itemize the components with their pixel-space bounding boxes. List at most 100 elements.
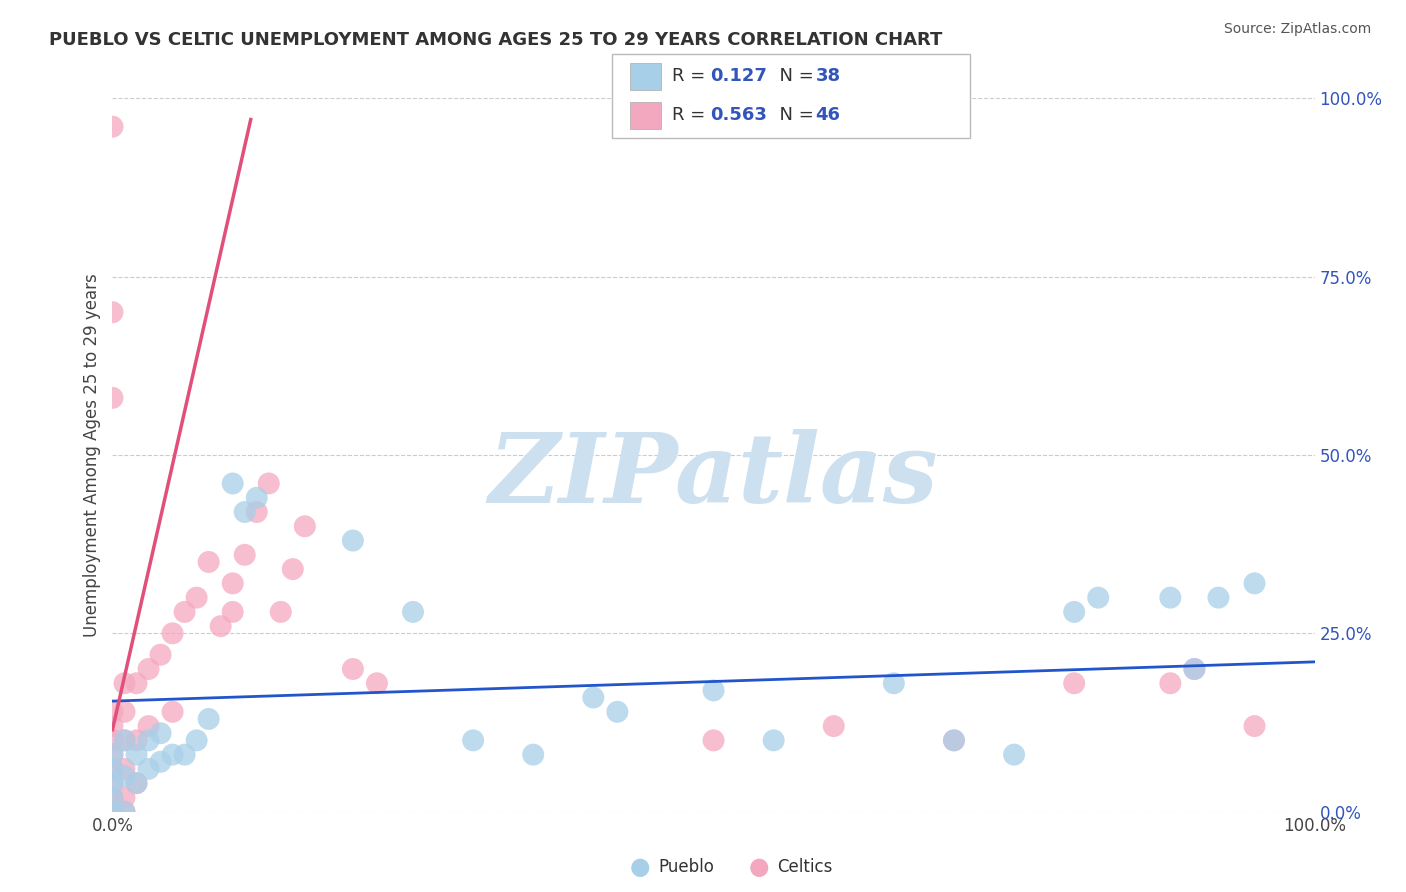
Point — [197, 712, 219, 726]
Point — [101, 762, 124, 776]
Point — [702, 733, 725, 747]
Point — [101, 733, 124, 747]
Point — [1184, 662, 1206, 676]
Text: ●: ● — [630, 855, 650, 879]
Point — [101, 776, 124, 790]
Point — [101, 790, 124, 805]
Point — [222, 576, 245, 591]
Point — [114, 805, 136, 819]
Point — [101, 305, 124, 319]
Point — [149, 726, 172, 740]
Text: Source: ZipAtlas.com: Source: ZipAtlas.com — [1223, 22, 1371, 37]
Point — [209, 619, 232, 633]
Point — [149, 648, 172, 662]
Point — [125, 776, 148, 790]
Point — [162, 705, 184, 719]
Text: 0.563: 0.563 — [710, 106, 766, 124]
Point — [1243, 719, 1265, 733]
Point — [101, 776, 124, 790]
Text: Pueblo: Pueblo — [658, 858, 714, 876]
Point — [222, 605, 245, 619]
Point — [233, 505, 256, 519]
Point — [402, 605, 425, 619]
Point — [114, 733, 136, 747]
Text: 0.127: 0.127 — [710, 68, 766, 86]
Y-axis label: Unemployment Among Ages 25 to 29 years: Unemployment Among Ages 25 to 29 years — [83, 273, 101, 637]
Point — [173, 747, 195, 762]
Point — [1159, 591, 1181, 605]
Point — [582, 690, 605, 705]
Text: R =: R = — [672, 106, 711, 124]
Point — [1243, 576, 1265, 591]
Point — [762, 733, 785, 747]
Point — [1063, 676, 1085, 690]
Point — [138, 719, 160, 733]
Point — [101, 790, 124, 805]
Point — [125, 733, 148, 747]
Point — [942, 733, 965, 747]
Text: 38: 38 — [815, 68, 841, 86]
Point — [114, 733, 136, 747]
Point — [138, 762, 160, 776]
Point — [233, 548, 256, 562]
Point — [101, 719, 124, 733]
Point — [138, 733, 160, 747]
Text: N =: N = — [768, 68, 820, 86]
Point — [101, 705, 124, 719]
Point — [149, 755, 172, 769]
Point — [186, 733, 208, 747]
Point — [1002, 747, 1025, 762]
Point — [257, 476, 280, 491]
Point — [702, 683, 725, 698]
Point — [101, 805, 124, 819]
Text: R =: R = — [672, 68, 711, 86]
Point — [883, 676, 905, 690]
Text: N =: N = — [768, 106, 820, 124]
Point — [1159, 676, 1181, 690]
Point — [125, 747, 148, 762]
Point — [101, 805, 124, 819]
Point — [270, 605, 292, 619]
Point — [281, 562, 304, 576]
Point — [114, 805, 136, 819]
Point — [342, 662, 364, 676]
Point — [173, 605, 195, 619]
Text: ●: ● — [749, 855, 769, 879]
Text: 46: 46 — [815, 106, 841, 124]
Point — [1063, 605, 1085, 619]
Point — [186, 591, 208, 605]
Text: Celtics: Celtics — [778, 858, 832, 876]
Point — [222, 476, 245, 491]
Point — [1087, 591, 1109, 605]
Point — [294, 519, 316, 533]
Point — [461, 733, 484, 747]
Point — [342, 533, 364, 548]
Point — [101, 747, 124, 762]
Point — [101, 120, 124, 134]
Point — [101, 747, 124, 762]
Point — [823, 719, 845, 733]
Point — [114, 790, 136, 805]
Point — [114, 676, 136, 690]
Point — [114, 762, 136, 776]
Point — [1184, 662, 1206, 676]
Point — [366, 676, 388, 690]
Point — [114, 769, 136, 783]
Text: PUEBLO VS CELTIC UNEMPLOYMENT AMONG AGES 25 TO 29 YEARS CORRELATION CHART: PUEBLO VS CELTIC UNEMPLOYMENT AMONG AGES… — [49, 31, 942, 49]
Point — [162, 747, 184, 762]
Point — [246, 505, 269, 519]
Point — [162, 626, 184, 640]
Point — [942, 733, 965, 747]
Point — [522, 747, 544, 762]
Point — [1208, 591, 1230, 605]
Text: ZIPatlas: ZIPatlas — [489, 429, 938, 524]
Point — [125, 676, 148, 690]
Point — [125, 776, 148, 790]
Point — [138, 662, 160, 676]
Point — [246, 491, 269, 505]
Point — [114, 705, 136, 719]
Point — [101, 762, 124, 776]
Point — [606, 705, 628, 719]
Point — [101, 391, 124, 405]
Point — [197, 555, 219, 569]
